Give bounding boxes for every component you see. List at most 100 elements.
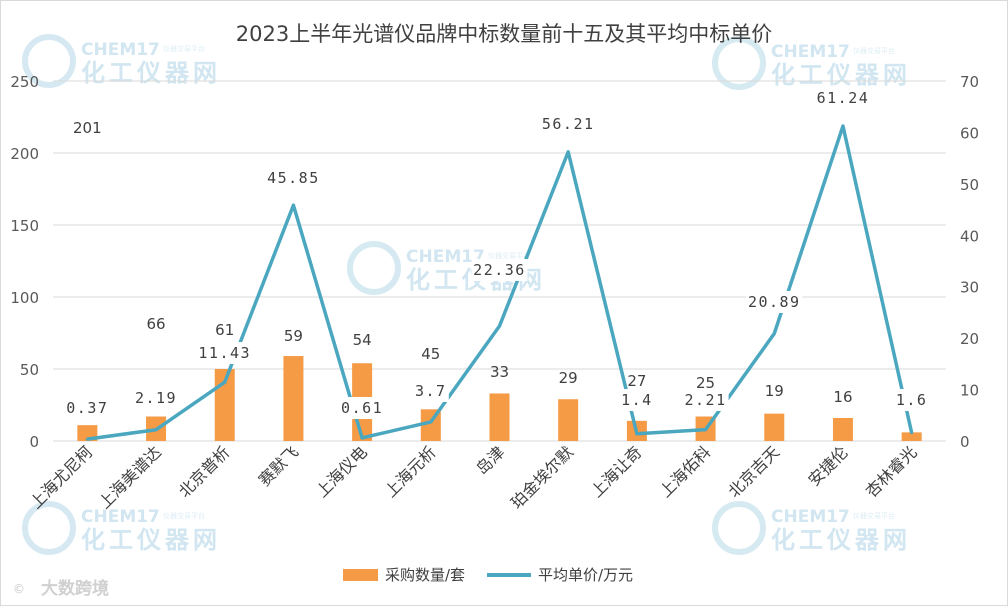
line-point bbox=[841, 124, 845, 128]
bar-value-label: 54 bbox=[353, 331, 372, 349]
line-point bbox=[704, 428, 708, 432]
x-axis-category-label: 上海尤尼柯 bbox=[26, 442, 96, 512]
line-label-bg bbox=[412, 380, 449, 402]
watermark-brand: CHEM17 bbox=[406, 247, 485, 267]
right-axis-tick-label: 10 bbox=[960, 382, 979, 400]
x-axis-category-label: 岛津 bbox=[472, 442, 508, 478]
line-value-label: 1.4 bbox=[621, 391, 653, 409]
line-value-label: 45.85 bbox=[267, 169, 320, 187]
watermark-logo-icon bbox=[22, 34, 76, 88]
bar bbox=[283, 356, 304, 441]
source-watermark: 大数跨境 bbox=[41, 578, 109, 599]
watermark-tagline: 仪器交易平台 bbox=[163, 511, 205, 520]
left-axis-tick-label: 250 bbox=[10, 73, 39, 91]
line-value-label: 56.21 bbox=[542, 115, 595, 133]
left-axis-tick-label: 100 bbox=[10, 289, 39, 307]
bar-value-label: 19 bbox=[765, 382, 784, 400]
watermark-brand: CHEM17 bbox=[81, 507, 160, 527]
line-point bbox=[360, 436, 364, 440]
bar-value-label: 61 bbox=[215, 321, 234, 339]
source-watermark-icon: © bbox=[13, 582, 25, 596]
bar-value-label: 29 bbox=[559, 369, 578, 387]
line-label-bg bbox=[64, 397, 111, 419]
line-point bbox=[85, 437, 89, 441]
line-label-bg bbox=[814, 87, 871, 109]
bar bbox=[558, 399, 579, 441]
line-label-bg bbox=[540, 113, 597, 135]
line-point bbox=[291, 203, 295, 207]
bar bbox=[832, 417, 853, 441]
watermark-cn-name: 化工仪器网 bbox=[771, 61, 911, 89]
line-label-bg bbox=[339, 397, 386, 419]
legend-bar-label: 采购数量/套 bbox=[385, 566, 465, 584]
line-value-label: 61.24 bbox=[817, 89, 870, 107]
line-label-bg bbox=[133, 387, 180, 409]
line-label-bg bbox=[682, 389, 729, 411]
line-label-bg bbox=[893, 389, 930, 411]
line-value-label: 2.21 bbox=[685, 391, 727, 409]
x-axis-category-label: 上海让奇 bbox=[587, 442, 646, 501]
watermark-cn-name: 化工仪器网 bbox=[81, 526, 221, 554]
line-label-bg bbox=[196, 342, 253, 364]
x-axis-category-label: 杏林睿光 bbox=[862, 442, 921, 501]
line-point bbox=[566, 150, 570, 154]
right-axis-tick-label: 40 bbox=[960, 227, 979, 245]
x-axis-category-label: 上海美谱达 bbox=[95, 442, 165, 512]
watermark-tagline: 仪器交易平台 bbox=[163, 44, 205, 53]
line-value-label: 2.19 bbox=[135, 389, 177, 407]
line-value-label: 20.89 bbox=[748, 293, 801, 311]
line-point bbox=[154, 428, 158, 432]
x-axis-category-label: 上海仪电 bbox=[312, 442, 371, 501]
watermark-brand: CHEM17 bbox=[771, 42, 850, 62]
bar-value-label: 16 bbox=[833, 388, 852, 406]
watermark-logo-icon bbox=[712, 501, 766, 555]
line-value-label: 1.6 bbox=[896, 391, 928, 409]
watermark-tagline: 仪器交易平台 bbox=[853, 46, 895, 55]
left-axis-tick-label: 0 bbox=[29, 433, 39, 451]
left-axis-tick-label: 200 bbox=[10, 145, 39, 163]
bar-value-label: 201 bbox=[73, 119, 102, 137]
bar bbox=[901, 432, 922, 441]
line-point bbox=[910, 431, 914, 435]
watermark-cn-name: 化工仪器网 bbox=[81, 59, 221, 87]
legend-line-label: 平均单价/万元 bbox=[538, 566, 633, 584]
watermark-logo-icon bbox=[347, 241, 401, 295]
line-value-label: 0.37 bbox=[66, 399, 108, 417]
watermark-brand: CHEM17 bbox=[81, 40, 160, 60]
watermark-logo-icon bbox=[22, 501, 76, 555]
bar bbox=[489, 393, 510, 441]
bar-value-label: 59 bbox=[284, 327, 303, 345]
x-axis-category-label: 安捷伦 bbox=[804, 442, 851, 489]
x-axis-category-label: 珀金埃尔默 bbox=[507, 442, 577, 512]
right-axis-tick-label: 20 bbox=[960, 330, 979, 348]
line-label-bg bbox=[265, 167, 322, 189]
right-axis-tick-label: 60 bbox=[960, 124, 979, 142]
left-axis-tick-label: 150 bbox=[10, 217, 39, 235]
watermark-logo-icon bbox=[712, 36, 766, 90]
bar bbox=[764, 413, 785, 441]
watermark-cn-name: 化工仪器网 bbox=[771, 526, 911, 554]
bar-value-label: 33 bbox=[490, 363, 509, 381]
right-axis-tick-label: 30 bbox=[960, 279, 979, 297]
x-axis-category-label: 上海佑科 bbox=[656, 442, 715, 501]
chart-title: 2023上半年光谱仪品牌中标数量前十五及其平均中标单价 bbox=[236, 22, 772, 46]
x-axis-category-label: 上海元析 bbox=[381, 442, 440, 501]
watermark-brand: CHEM17 bbox=[771, 507, 850, 527]
line-point bbox=[772, 332, 776, 336]
legend-bar-swatch bbox=[343, 569, 378, 581]
right-axis-tick-label: 0 bbox=[960, 433, 970, 451]
line-label-bg bbox=[618, 389, 655, 411]
line-value-label: 0.61 bbox=[341, 399, 383, 417]
line-point bbox=[635, 432, 639, 436]
line-label-bg bbox=[471, 259, 528, 281]
right-axis-tick-label: 70 bbox=[960, 73, 979, 91]
line-value-label: 3.7 bbox=[415, 382, 447, 400]
watermark-tagline: 仪器交易平台 bbox=[853, 511, 895, 520]
left-axis-tick-label: 50 bbox=[20, 361, 39, 379]
right-axis-tick-label: 50 bbox=[960, 176, 979, 194]
line-point bbox=[498, 324, 501, 328]
